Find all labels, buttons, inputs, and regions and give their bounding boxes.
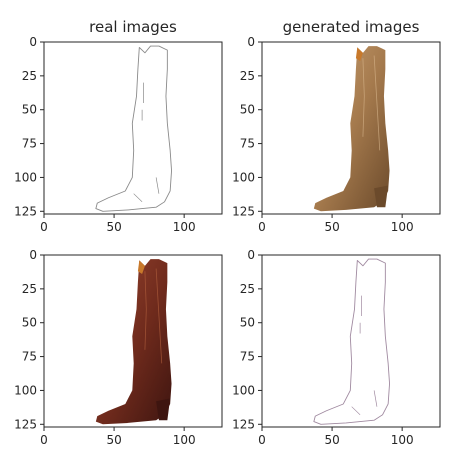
boot-heel	[156, 398, 171, 421]
y-tick-label: 0	[247, 248, 255, 262]
x-tick-label: 50	[106, 220, 121, 234]
panel-title: real images	[89, 18, 177, 36]
boot-outline	[313, 258, 390, 425]
x-tick-label: 100	[391, 433, 414, 447]
y-tick-label: 100	[14, 383, 37, 397]
boot-stitching	[144, 268, 163, 364]
y-tick-label: 50	[22, 103, 37, 117]
y-tick-label: 25	[22, 69, 37, 83]
y-tick-label: 125	[14, 204, 37, 218]
image-panel-2: 0 50 100 0 25 50 75 100 125 generated images	[232, 18, 441, 234]
x-tick-label: 0	[258, 433, 266, 447]
boot-image	[313, 46, 390, 212]
x-tick-label: 50	[324, 433, 339, 447]
y-tick-label: 0	[247, 35, 255, 49]
boot-image	[95, 45, 172, 212]
y-tick-label: 75	[240, 350, 255, 364]
y-tick-label: 50	[22, 316, 37, 330]
y-tick-label: 50	[240, 103, 255, 117]
axes-frame	[261, 254, 441, 428]
boot-fill	[313, 46, 390, 212]
axes-frame	[261, 41, 441, 215]
y-tick-label: 100	[232, 383, 255, 397]
x-tick-label: 100	[391, 220, 414, 234]
y-tick-label: 125	[232, 204, 255, 218]
y-tick-label: 50	[240, 316, 255, 330]
boot-heel	[374, 185, 389, 208]
axes-frame	[43, 254, 223, 428]
x-tick-label: 0	[40, 220, 48, 234]
image-panel-1: 0 50 100 0 25 50 75 100 125 real images	[14, 18, 223, 234]
boot-fill	[95, 259, 172, 425]
boot-pull-tab	[137, 260, 145, 274]
y-tick-label: 0	[29, 35, 37, 49]
boot-detail-lines	[351, 295, 378, 416]
panel-title: generated images	[283, 18, 420, 36]
image-panel-3: 0 50 100 0 25 50 75 100 125	[14, 248, 223, 447]
boot-pull-tab	[355, 47, 363, 61]
y-tick-label: 75	[22, 137, 37, 151]
y-tick-label: 25	[22, 282, 37, 296]
boot-stitching	[362, 55, 381, 151]
y-tick-label: 75	[240, 137, 255, 151]
boot-image	[313, 258, 390, 425]
y-tick-label: 0	[29, 248, 37, 262]
y-tick-label: 100	[14, 170, 37, 184]
y-tick-label: 125	[14, 417, 37, 431]
y-tick-label: 25	[240, 282, 255, 296]
y-tick-label: 125	[232, 417, 255, 431]
boot-detail-lines	[133, 82, 160, 203]
image-panel-4: 0 50 100 0 25 50 75 100 125	[232, 248, 441, 447]
x-tick-label: 0	[40, 433, 48, 447]
y-tick-label: 25	[240, 69, 255, 83]
y-tick-label: 75	[22, 350, 37, 364]
boot-outline	[95, 45, 172, 212]
axes-frame	[43, 41, 223, 215]
y-tick-label: 100	[232, 170, 255, 184]
x-tick-label: 0	[258, 220, 266, 234]
x-tick-label: 50	[324, 220, 339, 234]
x-tick-label: 50	[106, 433, 121, 447]
x-tick-label: 100	[173, 433, 196, 447]
x-tick-label: 100	[173, 220, 196, 234]
boot-image	[95, 259, 172, 425]
